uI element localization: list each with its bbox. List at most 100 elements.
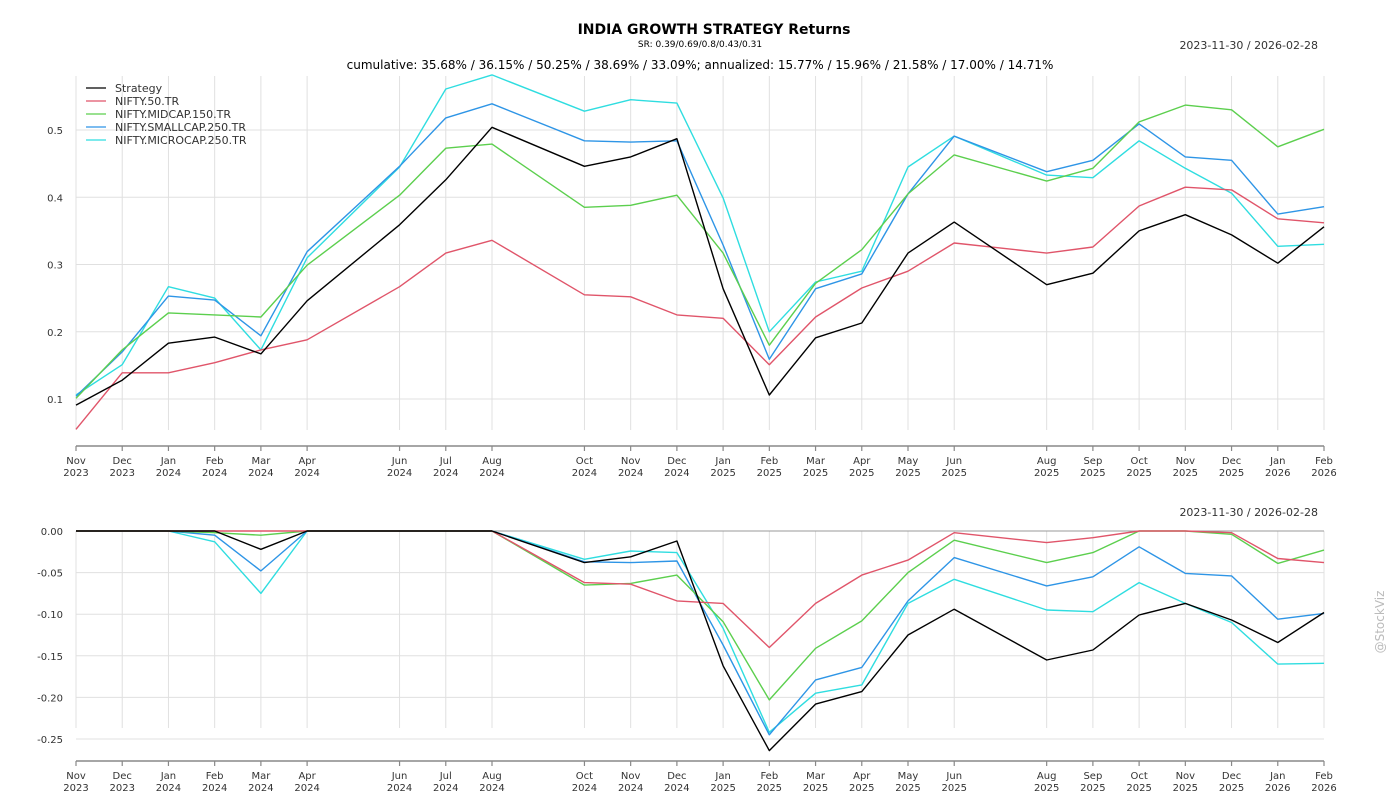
x-tick-label-month: Oct [576,771,593,782]
drawdown-line-nifty-smallcap-250-tr [76,530,1325,736]
x-tick-label-month: Aug [1037,456,1057,467]
drawdown-panel: 0.00-0.05-0.10-0.15-0.20-0.25Nov2023Dec2… [37,527,1337,794]
x-tick-label-year: 2025 [1173,468,1198,479]
x-tick-label-month: Dec [113,771,132,782]
x-tick-label-month: May [898,771,919,782]
x-tick-label-year: 2023 [63,468,88,479]
x-tick-label-year: 2025 [1126,468,1151,479]
y-tick-label: -0.20 [37,693,63,704]
x-tick-label-year: 2024 [294,468,319,479]
date-range-bottom: 2023-11-30 / 2026-02-28 [1179,506,1318,519]
y-tick-label: 0.00 [41,527,63,538]
x-tick-label-month: Sep [1083,771,1102,782]
x-tick-label-year: 2025 [710,468,735,479]
x-tick-label-year: 2024 [248,783,273,794]
legend-label: NIFTY.SMALLCAP.250.TR [115,121,246,134]
x-tick-label-month: Aug [1037,771,1057,782]
x-tick-label-year: 2025 [803,468,828,479]
x-tick-label-month: Apr [298,456,316,467]
watermark: @StockViz [1373,591,1387,654]
x-tick-label-year: 2024 [479,783,504,794]
x-tick-label-month: Aug [482,771,502,782]
y-tick-label: -0.05 [37,569,63,580]
x-tick-label-year: 2025 [895,783,920,794]
cumulative-line-nifty-smallcap-250-tr [75,103,1325,397]
x-tick-label-year: 2024 [618,783,643,794]
x-tick-label-year: 2025 [803,783,828,794]
x-tick-label-month: Jun [945,456,962,467]
x-tick-label-year: 2025 [941,783,966,794]
x-tick-label-year: 2024 [387,468,412,479]
legend-label: Strategy [115,82,163,95]
x-tick-label-year: 2024 [202,783,227,794]
x-tick-label-year: 2023 [63,783,88,794]
x-tick-label-year: 2025 [1173,783,1198,794]
x-tick-label-year: 2025 [1219,783,1244,794]
x-tick-label-month: Mar [251,771,271,782]
x-tick-label-year: 2025 [849,468,874,479]
x-tick-label-year: 2025 [1126,783,1151,794]
x-tick-label-month: Oct [1130,456,1147,467]
y-tick-label: 0.5 [47,126,63,137]
chart-subtitle: SR: 0.39/0.69/0.8/0.43/0.31 [638,40,762,50]
x-tick-label-month: Jun [945,771,962,782]
x-tick-label-month: Dec [667,456,686,467]
x-tick-label-month: Feb [206,456,224,467]
y-tick-label: 0.2 [47,328,63,339]
x-tick-label-month: May [898,456,919,467]
x-tick-label-month: Nov [66,771,86,782]
legend: StrategyNIFTY.50.TRNIFTY.MIDCAP.150.TRNI… [86,82,247,147]
x-tick-label-year: 2024 [572,468,597,479]
x-tick-label-month: Jan [160,456,176,467]
x-tick-label-month: Nov [621,456,641,467]
x-tick-label-year: 2024 [156,468,181,479]
x-tick-label-month: Mar [251,456,271,467]
y-tick-label: 0.3 [47,261,63,272]
x-tick-label-year: 2026 [1265,783,1290,794]
x-tick-label-month: Aug [482,456,502,467]
x-tick-label-month: Dec [667,771,686,782]
x-tick-label-year: 2023 [109,468,134,479]
x-tick-label-month: Jan [714,771,730,782]
x-tick-label-year: 2024 [664,468,689,479]
drawdown-line-nifty-microcap-250-tr [76,530,1325,733]
y-tick-label: -0.10 [37,610,63,621]
x-tick-label-month: Feb [206,771,224,782]
x-tick-label-year: 2025 [1034,783,1059,794]
y-tick-label: 0.4 [47,193,63,204]
x-tick-label-month: Mar [806,771,826,782]
cumulative-line-nifty-50-tr [75,186,1325,430]
legend-label: NIFTY.50.TR [115,95,180,108]
x-tick-label-month: Sep [1083,456,1102,467]
y-tick-label: -0.25 [37,735,63,746]
x-tick-label-month: Nov [1176,456,1196,467]
x-tick-label-month: Jun [391,771,408,782]
y-tick-label: 0.1 [47,395,63,406]
stats-line: cumulative: 35.68% / 36.15% / 50.25% / 3… [347,58,1054,72]
x-tick-label-year: 2025 [757,783,782,794]
x-tick-label-month: Jan [714,456,730,467]
date-range-top: 2023-11-30 / 2026-02-28 [1179,39,1318,52]
drawdown-line-strategy [76,530,1325,752]
cumulative-returns-panel: 0.10.20.30.40.5Nov2023Dec2023Jan2024Feb2… [47,74,1337,479]
x-tick-label-month: Nov [621,771,641,782]
x-tick-label-month: Jan [1269,456,1285,467]
x-tick-label-month: Jul [439,456,452,467]
x-tick-label-year: 2025 [1219,468,1244,479]
chart-title: INDIA GROWTH STRATEGY Returns [578,22,851,38]
x-tick-label-year: 2023 [109,783,134,794]
x-tick-label-month: Dec [113,456,132,467]
x-tick-label-year: 2025 [1080,468,1105,479]
x-tick-label-month: Oct [1130,771,1147,782]
x-tick-label-year: 2026 [1311,783,1336,794]
x-tick-label-year: 2024 [572,783,597,794]
x-tick-label-month: Feb [1315,771,1333,782]
x-tick-label-month: Feb [760,456,778,467]
x-tick-label-month: Jun [391,456,408,467]
x-tick-label-month: Jul [439,771,452,782]
x-tick-label-month: Feb [1315,456,1333,467]
x-tick-label-year: 2024 [433,783,458,794]
cumulative-line-nifty-midcap-150-tr [75,104,1325,399]
x-tick-label-month: Nov [1176,771,1196,782]
x-tick-label-month: Feb [760,771,778,782]
